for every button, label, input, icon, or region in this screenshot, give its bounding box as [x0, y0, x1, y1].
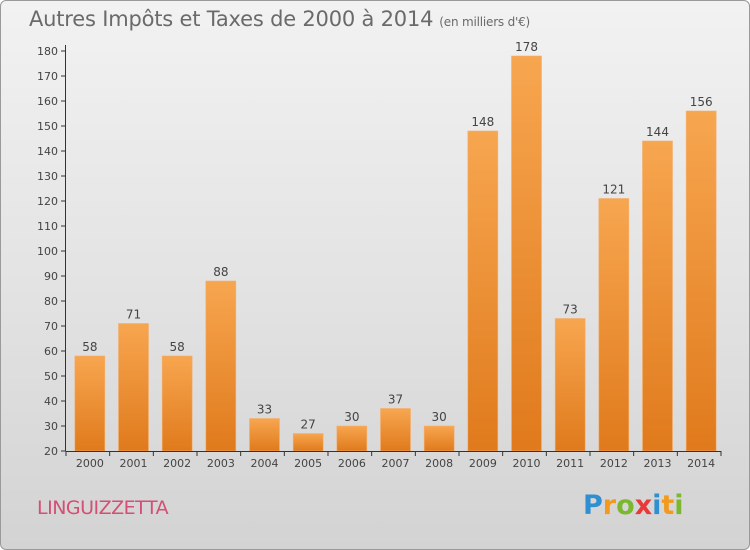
chart-unit: (en milliers d'€): [439, 15, 531, 29]
bar: [685, 110, 717, 452]
logo-letter: i: [652, 490, 662, 521]
bar: [336, 425, 368, 452]
x-tick-label: 2012: [600, 457, 628, 470]
x-tick-label: 2011: [556, 457, 584, 470]
logo-letter: o: [616, 490, 635, 521]
y-tick-label: 150: [37, 120, 58, 133]
bar: [467, 130, 499, 452]
logo-letter: t: [661, 490, 675, 521]
bar-value-label: 156: [690, 95, 713, 109]
logo-letter: x: [634, 490, 653, 521]
commune-name: LINGUIZZETTA: [37, 497, 169, 519]
bar-value-label: 58: [82, 340, 97, 354]
bar: [423, 425, 455, 452]
bar-value-label: 178: [515, 40, 538, 54]
bar: [380, 408, 411, 452]
y-tick-label: 40: [44, 395, 58, 408]
y-tick-label: 120: [37, 195, 58, 208]
bar-value-label: 73: [563, 303, 578, 317]
bar-value-label: 88: [213, 265, 228, 279]
bar-value-label: 30: [432, 410, 447, 424]
y-tick-label: 130: [37, 170, 58, 183]
bar-value-label: 58: [170, 340, 185, 354]
x-tick-label: 2005: [294, 457, 322, 470]
bar-value-label: 148: [471, 115, 494, 129]
bar: [249, 418, 280, 452]
y-tick-label: 20: [44, 445, 58, 458]
y-tick-label: 140: [37, 145, 58, 158]
x-tick-label: 2010: [513, 457, 541, 470]
chart-title: Autres Impôts et Taxes de 2000 à 2014 (en…: [29, 7, 530, 31]
bar: [292, 433, 324, 452]
bar-value-label: 121: [602, 183, 625, 197]
bar-value-label: 71: [126, 308, 141, 322]
bar: [161, 355, 193, 452]
x-tick-label: 2008: [425, 457, 453, 470]
y-tick-label: 180: [37, 45, 58, 58]
logo-letter: r: [602, 490, 617, 521]
y-tick-label: 160: [37, 95, 58, 108]
y-tick-label: 30: [44, 420, 58, 433]
x-tick-label: 2007: [382, 457, 410, 470]
x-tick-label: 2003: [207, 457, 235, 470]
bar-value-label: 33: [257, 403, 272, 417]
y-tick-label: 170: [37, 70, 58, 83]
chart-title-text: Autres Impôts et Taxes de 2000 à 2014: [29, 7, 434, 31]
bar-value-label: 30: [344, 410, 359, 424]
logo-letter: P: [583, 490, 603, 521]
x-tick-label: 2000: [76, 457, 104, 470]
bars: 58 71 58 88 33 27 30 37 30 148 178 73 121 144 156: [74, 40, 717, 452]
x-axis: 2000 2001 2002 2003 2004 2005 2006 2007 2008 2009…: [65, 451, 722, 470]
x-tick-label: 2004: [251, 457, 279, 470]
x-tick-label: 2014: [687, 457, 715, 470]
x-tick-label: 2006: [338, 457, 366, 470]
y-tick-label: 50: [44, 370, 58, 383]
bar: [511, 55, 542, 452]
bar-value-label: 37: [388, 393, 403, 407]
bar: [118, 323, 149, 452]
bar: [74, 355, 106, 452]
y-axis: 20 30 40 50 60 70 80 90 100 110 120 130 140 150 160 170…: [37, 45, 66, 458]
bar-value-label: 144: [646, 125, 669, 139]
x-tick-label: 2013: [644, 457, 672, 470]
bar: [554, 318, 586, 452]
x-tick-label: 2009: [469, 457, 497, 470]
proxiti-logo: Proxiti: [583, 490, 684, 521]
y-tick-label: 110: [37, 220, 58, 233]
y-tick-label: 60: [44, 345, 58, 358]
bar: [642, 140, 673, 452]
y-tick-label: 90: [44, 270, 58, 283]
bar-value-label: 27: [301, 418, 316, 432]
y-tick-label: 100: [37, 245, 58, 258]
bar: [598, 198, 630, 452]
y-tick-label: 80: [44, 295, 58, 308]
logo-letter: i: [674, 490, 684, 521]
x-tick-label: 2002: [163, 457, 191, 470]
x-tick-label: 2001: [120, 457, 148, 470]
bar: [205, 280, 237, 452]
y-tick-label: 70: [44, 320, 58, 333]
